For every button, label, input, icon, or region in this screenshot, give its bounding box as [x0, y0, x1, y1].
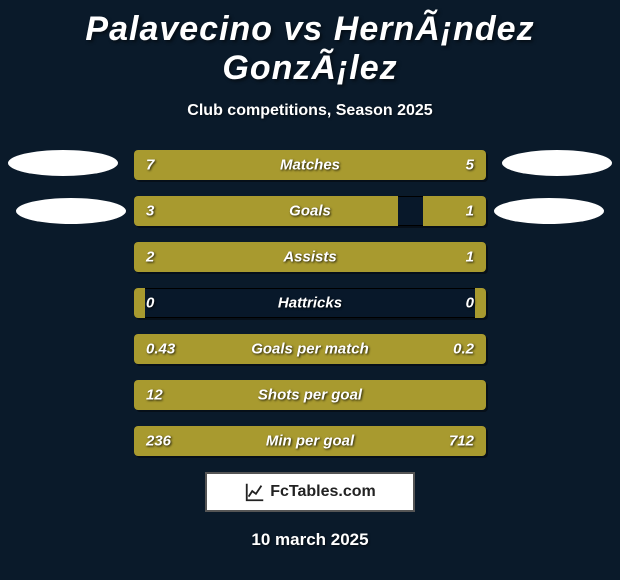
player-left-avatar: [8, 150, 118, 176]
stat-bar-right: [475, 288, 486, 318]
brand-badge: FcTables.com: [205, 472, 415, 512]
stat-value-left: 3: [146, 203, 154, 220]
stat-value-right: 0: [466, 295, 474, 312]
stat-row: 236712Min per goal: [134, 426, 486, 456]
stat-row: 12Shots per goal: [134, 380, 486, 410]
stat-value-left: 12: [146, 387, 163, 404]
stat-bar-right: [222, 426, 486, 456]
stat-value-left: 0: [146, 295, 154, 312]
stat-bar-left: [134, 196, 398, 226]
stat-value-right: 1: [466, 249, 474, 266]
stat-bar-right: [423, 196, 486, 226]
stat-bar-left: [134, 150, 366, 180]
stat-row: 75Matches: [134, 150, 486, 180]
team-right-badge: [494, 198, 604, 224]
stat-value-right: 0.2: [453, 341, 474, 358]
stat-value-right: 1: [466, 203, 474, 220]
stat-row: 31Goals: [134, 196, 486, 226]
stat-value-left: 7: [146, 157, 154, 174]
stat-value-right: 5: [466, 157, 474, 174]
stat-bar-left: [134, 380, 486, 410]
stat-value-left: 236: [146, 433, 171, 450]
stat-row: 21Assists: [134, 242, 486, 272]
stat-value-left: 2: [146, 249, 154, 266]
stat-value-right: 712: [449, 433, 474, 450]
stat-bar-left: [134, 242, 366, 272]
page-title: Palavecino vs HernÃ¡ndez GonzÃ¡lez: [0, 0, 620, 88]
page-subtitle: Club competitions, Season 2025: [0, 102, 620, 120]
stat-label: Hattricks: [134, 295, 486, 312]
stat-row: 0 0Hattricks: [134, 288, 486, 318]
brand-text: FcTables.com: [270, 483, 376, 501]
player-right-avatar: [502, 150, 612, 176]
stats-bars: 75Matches31Goals21Assists00Hattricks0.43…: [134, 150, 486, 456]
stat-value-left: 0.43: [146, 341, 175, 358]
comparison-panel: 75Matches31Goals21Assists00Hattricks0.43…: [0, 150, 620, 456]
footer-date: 10 march 2025: [0, 530, 620, 550]
chart-icon: [244, 481, 266, 503]
team-left-badge: [16, 198, 126, 224]
stat-row: 0.430.2Goals per match: [134, 334, 486, 364]
stat-bar-left: [134, 288, 145, 318]
